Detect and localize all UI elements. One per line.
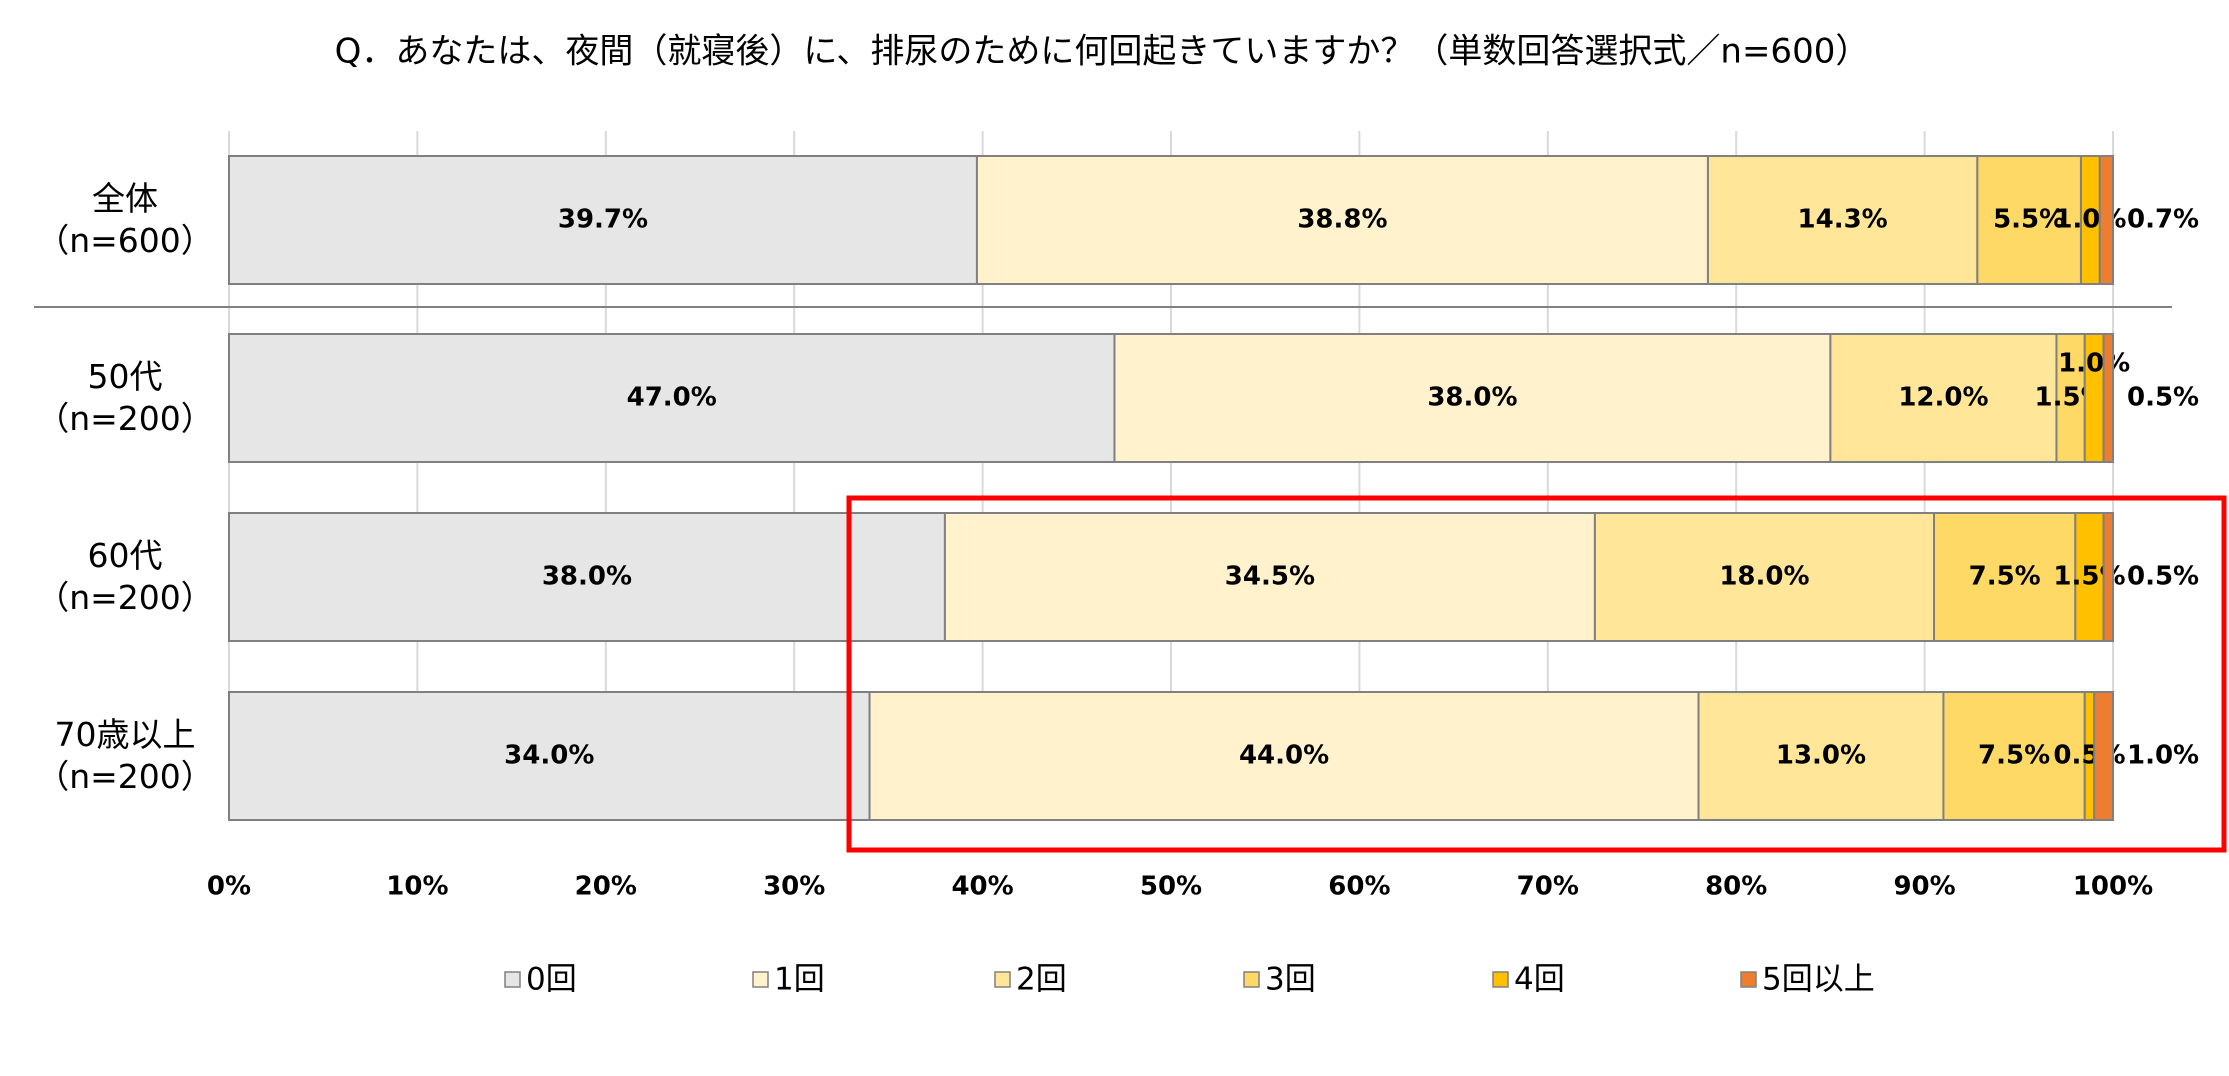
x-tick-label: 30% (763, 872, 825, 902)
data-label: 47.0% (627, 383, 717, 413)
legend-label: 3回 (1265, 962, 1316, 998)
x-tick-label: 0% (207, 872, 251, 902)
data-label: 1.0% (2058, 349, 2130, 379)
data-label: 12.0% (1898, 383, 1988, 413)
x-tick-label: 80% (1705, 872, 1767, 902)
x-tick-label: 60% (1328, 872, 1390, 902)
bar-segment (1113, 333, 1832, 463)
bar-segment (2102, 333, 2115, 463)
x-tick-label: 70% (1517, 872, 1579, 902)
data-label: 0.5% (2053, 741, 2125, 771)
bar-segment (228, 155, 978, 285)
legend-label: 2回 (1016, 962, 1067, 998)
chart-title: Q．あなたは、夜間（就寝後）に、排尿のために何回起きていますか？（単数回答選択式… (335, 32, 1870, 72)
bar-segment (1933, 512, 2077, 642)
legend-label: 5回以上 (1762, 962, 1875, 998)
x-tick-label: 50% (1140, 872, 1202, 902)
category-label: 70歳以上 （n=200） (36, 715, 214, 796)
data-label: 18.0% (1719, 562, 1809, 592)
data-label: 38.0% (542, 562, 632, 592)
x-tick-label: 10% (386, 872, 448, 902)
bar-segment (2093, 691, 2114, 821)
data-label: 44.0% (1239, 741, 1329, 771)
data-label: 0.5% (2127, 383, 2199, 413)
data-label: 1.0% (2054, 205, 2126, 235)
data-label: 34.0% (504, 741, 594, 771)
x-tick-label: 40% (951, 872, 1013, 902)
data-label: 38.8% (1297, 205, 1387, 235)
legend-swatch (1243, 971, 1260, 988)
legend-label: 0回 (526, 962, 577, 998)
x-tick-label: 100% (2073, 872, 2153, 902)
bar-segment (2055, 333, 2086, 463)
bar-segment (1829, 333, 2058, 463)
data-label: 0.7% (2127, 205, 2199, 235)
bar-segment (2098, 155, 2115, 285)
bar-segment (1976, 155, 2082, 285)
legend-swatch (1492, 971, 1509, 988)
data-label: 34.5% (1225, 562, 1315, 592)
data-label: 1.0% (2127, 741, 2199, 771)
data-label: 5.5% (1993, 205, 2065, 235)
legend-swatch (1740, 971, 1757, 988)
bar-segment (975, 155, 1709, 285)
bar-segment (1697, 691, 1945, 821)
x-tick-label: 20% (575, 872, 637, 902)
category-label: 60代 （n=200） (36, 536, 214, 617)
data-label: 1.5% (2053, 562, 2125, 592)
legend-label: 1回 (774, 962, 825, 998)
legend-swatch (504, 971, 521, 988)
bar-segment (1942, 691, 2086, 821)
data-label: 7.5% (1978, 741, 2050, 771)
category-label: 50代 （n=200） (36, 357, 214, 438)
legend-swatch (752, 971, 769, 988)
highlight-box (846, 495, 2227, 853)
data-label: 13.0% (1776, 741, 1866, 771)
x-tick-label: 90% (1893, 872, 1955, 902)
bar-segment (1706, 155, 1979, 285)
bar-segment (868, 691, 1700, 821)
data-label: 7.5% (1969, 562, 2041, 592)
legend-label: 4回 (1514, 962, 1565, 998)
bar-segment (1593, 512, 1936, 642)
bar-segment (228, 512, 946, 642)
data-label: 0.5% (2127, 562, 2199, 592)
data-label: 38.0% (1427, 383, 1517, 413)
category-label: 全体 （n=600） (36, 179, 214, 260)
data-label: 39.7% (558, 205, 648, 235)
bar-segment (2074, 512, 2105, 642)
data-label: 14.3% (1798, 205, 1888, 235)
bar-segment (943, 512, 1596, 642)
bar-segment (2102, 512, 2115, 642)
legend-swatch (994, 971, 1011, 988)
bar-segment (228, 691, 871, 821)
